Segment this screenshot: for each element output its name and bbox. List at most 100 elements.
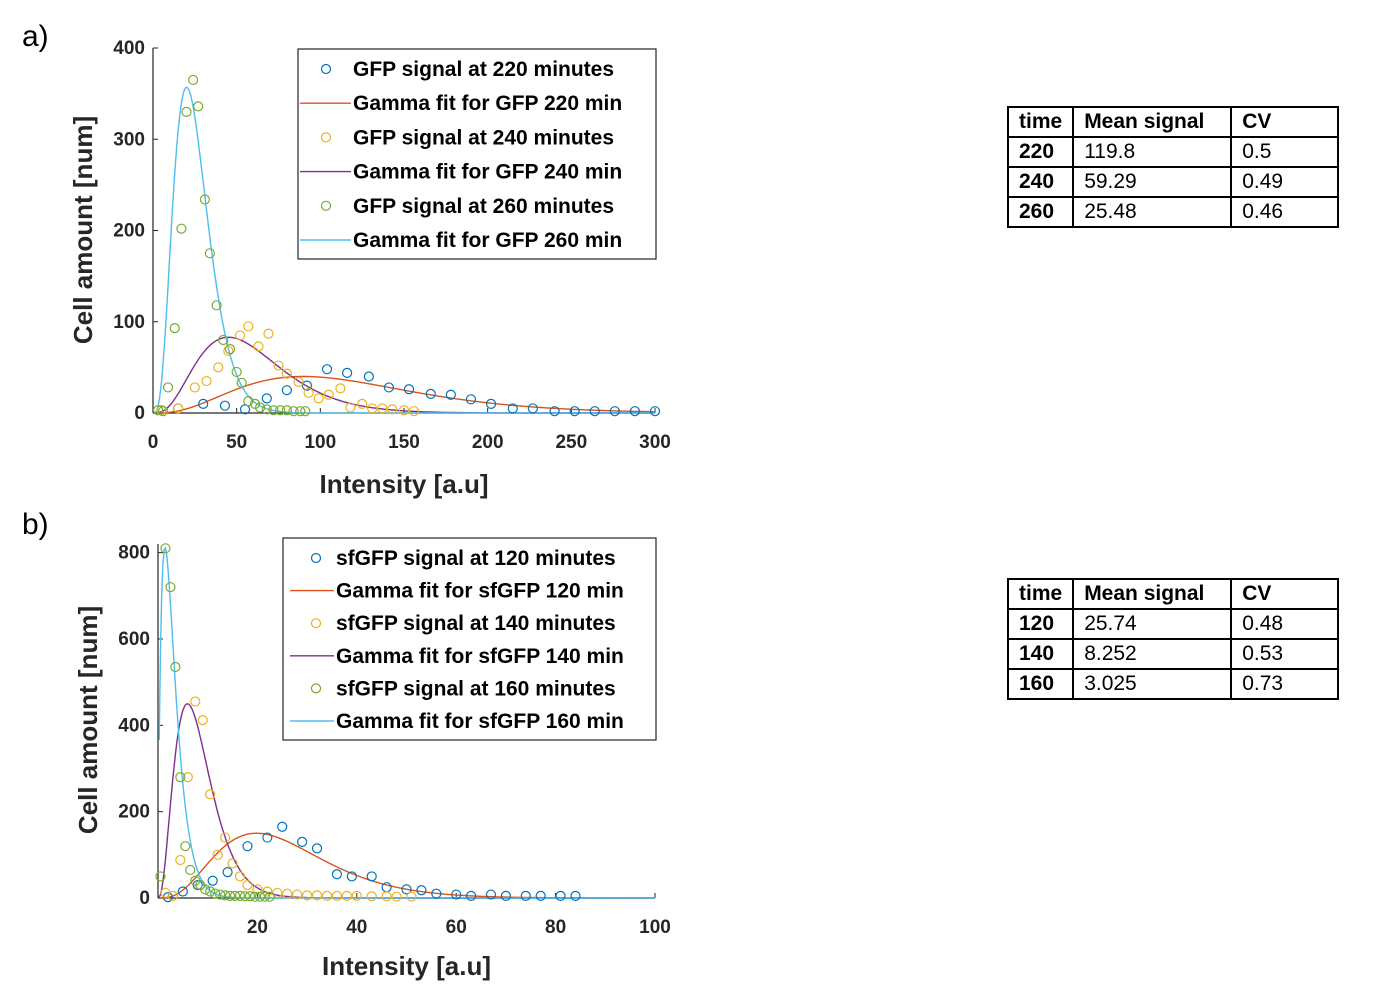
data-point — [244, 891, 256, 902]
data-point — [383, 382, 395, 393]
table-row: 260 25.48 0.46 — [1006, 196, 1340, 228]
y-tick-label: 800 — [118, 543, 150, 564]
data-point — [275, 405, 286, 416]
data-point — [212, 849, 223, 860]
table-header-cell: Mean signal — [1072, 578, 1233, 610]
data-point — [321, 890, 333, 901]
x-tick-label: 100 — [639, 917, 671, 938]
data-point — [180, 841, 191, 852]
table-cell: 120 — [1006, 608, 1075, 640]
data-point — [176, 223, 187, 234]
x-tick-label: 150 — [388, 432, 420, 453]
legend-entry: sfGFP signal at 140 minutes — [336, 612, 616, 635]
data-point — [300, 406, 311, 417]
data-point — [224, 344, 236, 355]
data-point — [345, 402, 356, 413]
data-point — [182, 772, 193, 783]
data-point — [403, 384, 415, 395]
x-tick-label: 80 — [545, 917, 566, 938]
data-point — [445, 389, 456, 400]
x-tick-label: 100 — [304, 432, 336, 453]
data-point — [535, 890, 546, 901]
data-point — [165, 582, 176, 593]
data-point — [167, 890, 179, 901]
data-point — [323, 389, 334, 400]
data-point — [342, 367, 353, 378]
table-cell: 0.49 — [1230, 166, 1340, 198]
table-cell: 260 — [1006, 196, 1075, 228]
data-point — [451, 889, 462, 900]
data-point — [273, 360, 284, 371]
table-cell: 220 — [1006, 136, 1075, 168]
data-point — [249, 891, 261, 902]
legend-entry: GFP signal at 220 minutes — [353, 58, 614, 81]
data-point — [231, 366, 242, 378]
table-header-cell: CV — [1230, 106, 1340, 138]
table-cell: 140 — [1006, 638, 1075, 670]
data-point — [381, 891, 392, 902]
data-point — [398, 405, 410, 416]
data-point — [331, 869, 343, 880]
data-point — [215, 889, 226, 900]
legend-entry: Gamma fit for GFP 240 min — [353, 161, 622, 184]
table-header-cell: Mean signal — [1072, 106, 1233, 138]
data-point — [281, 405, 292, 416]
data-point — [177, 886, 188, 897]
data-point — [197, 715, 208, 726]
table-cell: 0.5 — [1230, 136, 1340, 168]
x-tick-label: 300 — [639, 432, 671, 453]
data-point — [262, 886, 273, 897]
x-tick-label: 40 — [346, 917, 367, 938]
data-point — [416, 885, 427, 896]
legend-entry: Gamma fit for sfGFP 140 min — [336, 645, 624, 668]
data-point — [227, 858, 238, 869]
data-point — [569, 406, 580, 417]
data-point — [239, 891, 251, 902]
data-point — [357, 398, 368, 409]
data-point — [341, 890, 352, 901]
data-point — [243, 396, 254, 407]
data-point — [261, 404, 272, 415]
data-point — [188, 74, 199, 86]
data-point — [181, 106, 192, 117]
panel-b-label: b) — [22, 508, 49, 541]
table-cell: 240 — [1006, 166, 1075, 198]
data-point — [223, 345, 234, 357]
data-point — [213, 362, 224, 373]
data-point — [253, 341, 264, 352]
data-point — [301, 380, 313, 391]
table-cell: 25.48 — [1072, 196, 1233, 228]
data-point — [218, 334, 229, 346]
data-point — [520, 890, 531, 901]
y-tick-label: 400 — [118, 715, 150, 736]
data-point — [331, 890, 343, 901]
legend-marker — [320, 63, 332, 75]
chart-b: 0 200 400 600 800 20 40 60 80 100 Intensity [a.u] C… — [73, 537, 671, 981]
data-point — [261, 393, 272, 404]
data-point — [629, 406, 641, 417]
y-tick-label: 600 — [118, 629, 150, 650]
data-point — [281, 368, 292, 379]
data-point — [262, 832, 273, 843]
legend-marker — [310, 552, 322, 564]
table-row: 160 3.025 0.73 — [1006, 668, 1340, 700]
gamma-fit-line — [154, 86, 655, 414]
data-point — [589, 406, 600, 417]
stats-table-b: time Mean signal CV 120 25.74 0.48 140 8… — [1006, 578, 1340, 700]
data-point — [193, 101, 204, 112]
data-point — [527, 403, 538, 414]
table-row: 240 59.29 0.49 — [1006, 166, 1340, 198]
data-point — [162, 382, 174, 393]
data-point — [204, 248, 215, 259]
data-point — [282, 888, 293, 899]
data-point — [381, 882, 392, 893]
gamma-fit-line — [154, 336, 655, 414]
data-point — [549, 406, 560, 417]
data-point — [160, 543, 171, 554]
data-point — [297, 836, 308, 847]
y-tick-label: 0 — [134, 403, 145, 424]
data-point — [292, 889, 303, 900]
data-point — [649, 406, 661, 417]
x-tick-label: 200 — [472, 432, 504, 453]
data-point — [264, 891, 275, 902]
